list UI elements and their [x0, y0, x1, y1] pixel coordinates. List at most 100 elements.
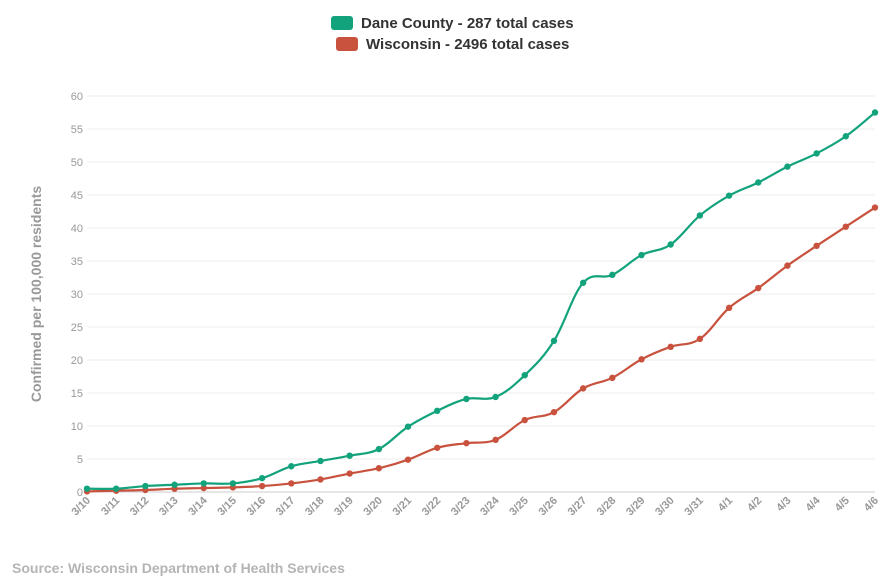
data-point-dane[interactable] — [112, 485, 120, 492]
data-point-wisconsin[interactable] — [871, 204, 879, 211]
data-point-wisconsin[interactable] — [813, 242, 820, 250]
data-point-wisconsin[interactable] — [755, 284, 762, 292]
x-tick-label: 3/31 — [682, 495, 706, 519]
data-point-dane[interactable] — [609, 271, 616, 279]
x-tick-label: 4/5 — [833, 495, 852, 514]
data-point-dane[interactable] — [696, 212, 704, 219]
data-point-dane[interactable] — [842, 133, 850, 140]
data-point-dane[interactable] — [638, 251, 645, 259]
data-point-dane[interactable] — [813, 150, 820, 157]
x-tick-label: 3/17 — [274, 495, 298, 519]
x-tick-label: 3/20 — [361, 495, 385, 519]
data-point-wisconsin[interactable] — [346, 470, 353, 477]
legend-swatch-dane — [331, 16, 353, 30]
data-point-dane[interactable] — [521, 371, 528, 379]
y-axis-ticks: 0 5 10 15 20 25 30 35 40 45 50 55 60 — [71, 91, 83, 499]
data-point-wisconsin[interactable] — [375, 465, 383, 472]
data-point-wisconsin[interactable] — [609, 374, 616, 382]
gridlines — [87, 95, 875, 493]
x-tick-label: 3/22 — [420, 495, 444, 519]
data-point-dane[interactable] — [83, 485, 91, 492]
data-point-wisconsin[interactable] — [258, 482, 266, 490]
legend-item-wisconsin[interactable]: Wisconsin - 2496 total cases — [336, 33, 569, 55]
y-tick-label: 45 — [71, 190, 83, 202]
data-point-wisconsin[interactable] — [288, 480, 295, 487]
data-point-wisconsin[interactable] — [784, 262, 791, 269]
data-point-wisconsin[interactable] — [579, 385, 587, 392]
y-tick-label: 35 — [71, 256, 83, 268]
x-tick-label: 3/11 — [99, 495, 122, 518]
x-tick-label: 3/30 — [653, 495, 677, 519]
y-tick-label: 55 — [71, 124, 83, 136]
data-point-wisconsin[interactable] — [404, 456, 412, 463]
y-tick-label: 5 — [77, 454, 83, 466]
x-tick-label: 3/25 — [507, 495, 531, 519]
data-point-dane[interactable] — [492, 393, 499, 401]
data-point-dane[interactable] — [784, 163, 791, 170]
data-point-wisconsin[interactable] — [200, 484, 207, 492]
y-tick-label: 10 — [71, 421, 83, 433]
data-point-dane[interactable] — [550, 337, 558, 345]
y-tick-label: 50 — [71, 157, 83, 169]
x-axis-ticks: 3/10 3/11 3/12 3/13 3/14 3/15 3/16 3/17 3/18 3/19… — [69, 494, 881, 518]
x-tick-label: 3/19 — [332, 495, 356, 519]
data-point-dane[interactable] — [755, 179, 762, 186]
data-point-wisconsin[interactable] — [521, 416, 528, 424]
x-tick-label: 4/4 — [803, 494, 823, 514]
y-tick-label: 30 — [71, 289, 83, 301]
x-tick-label: 4/6 — [862, 495, 881, 514]
y-tick-label: 60 — [71, 91, 83, 103]
data-point-dane[interactable] — [434, 407, 441, 415]
data-point-wisconsin[interactable] — [317, 476, 324, 483]
data-point-dane[interactable] — [579, 279, 587, 286]
x-tick-label: 3/24 — [478, 494, 502, 518]
data-point-wisconsin[interactable] — [725, 304, 733, 312]
x-tick-label: 3/13 — [157, 495, 181, 519]
data-point-dane[interactable] — [200, 480, 207, 487]
data-point-wisconsin[interactable] — [696, 335, 704, 343]
x-tick-label: 3/10 — [69, 495, 93, 519]
data-point-dane[interactable] — [463, 395, 470, 403]
data-point-wisconsin[interactable] — [667, 343, 674, 350]
data-point-dane[interactable] — [346, 452, 353, 459]
data-point-dane[interactable] — [258, 474, 266, 482]
data-point-wisconsin[interactable] — [842, 223, 850, 230]
data-point-dane[interactable] — [288, 463, 295, 470]
data-point-wisconsin[interactable] — [434, 444, 441, 451]
data-point-dane[interactable] — [229, 480, 237, 487]
data-point-dane[interactable] — [667, 241, 674, 248]
legend-item-dane[interactable]: Dane County - 287 total cases — [331, 12, 574, 34]
y-tick-label: 40 — [71, 223, 83, 235]
data-point-dane[interactable] — [142, 482, 149, 490]
series-line-wisconsin — [86, 206, 876, 493]
data-point-wisconsin[interactable] — [550, 408, 558, 416]
x-tick-label: 3/15 — [215, 495, 239, 519]
y-tick-label: 15 — [71, 388, 83, 400]
legend-swatch-wisconsin — [336, 37, 358, 51]
data-point-dane[interactable] — [871, 109, 879, 116]
data-point-wisconsin[interactable] — [492, 436, 499, 444]
data-point-wisconsin[interactable] — [463, 439, 470, 447]
data-point-dane[interactable] — [725, 192, 733, 199]
x-tick-label: 4/1 — [716, 495, 735, 514]
data-point-dane[interactable] — [171, 481, 178, 488]
x-tick-label: 3/18 — [303, 495, 327, 519]
x-tick-label: 3/14 — [186, 494, 210, 518]
data-point-dane[interactable] — [375, 445, 383, 453]
data-point-wisconsin[interactable] — [638, 356, 645, 363]
y-tick-label: 25 — [71, 322, 83, 334]
x-tick-label: 3/29 — [624, 495, 648, 519]
legend-label-dane: Dane County - 287 total cases — [361, 14, 574, 32]
series-line-dane — [86, 111, 876, 491]
x-tick-label: 3/27 — [566, 495, 590, 519]
x-tick-label: 3/12 — [128, 495, 152, 519]
y-axis-title: Confirmed per 100,000 residents — [28, 186, 44, 403]
x-tick-label: 3/16 — [245, 495, 269, 519]
x-tick-label: 3/21 — [391, 495, 415, 519]
data-point-dane[interactable] — [404, 423, 412, 430]
legend-label-wisconsin: Wisconsin - 2496 total cases — [366, 35, 570, 53]
y-tick-label: 0 — [77, 487, 83, 499]
data-point-dane[interactable] — [317, 457, 324, 465]
source-note: Source: Wisconsin Department of Health S… — [12, 560, 345, 576]
